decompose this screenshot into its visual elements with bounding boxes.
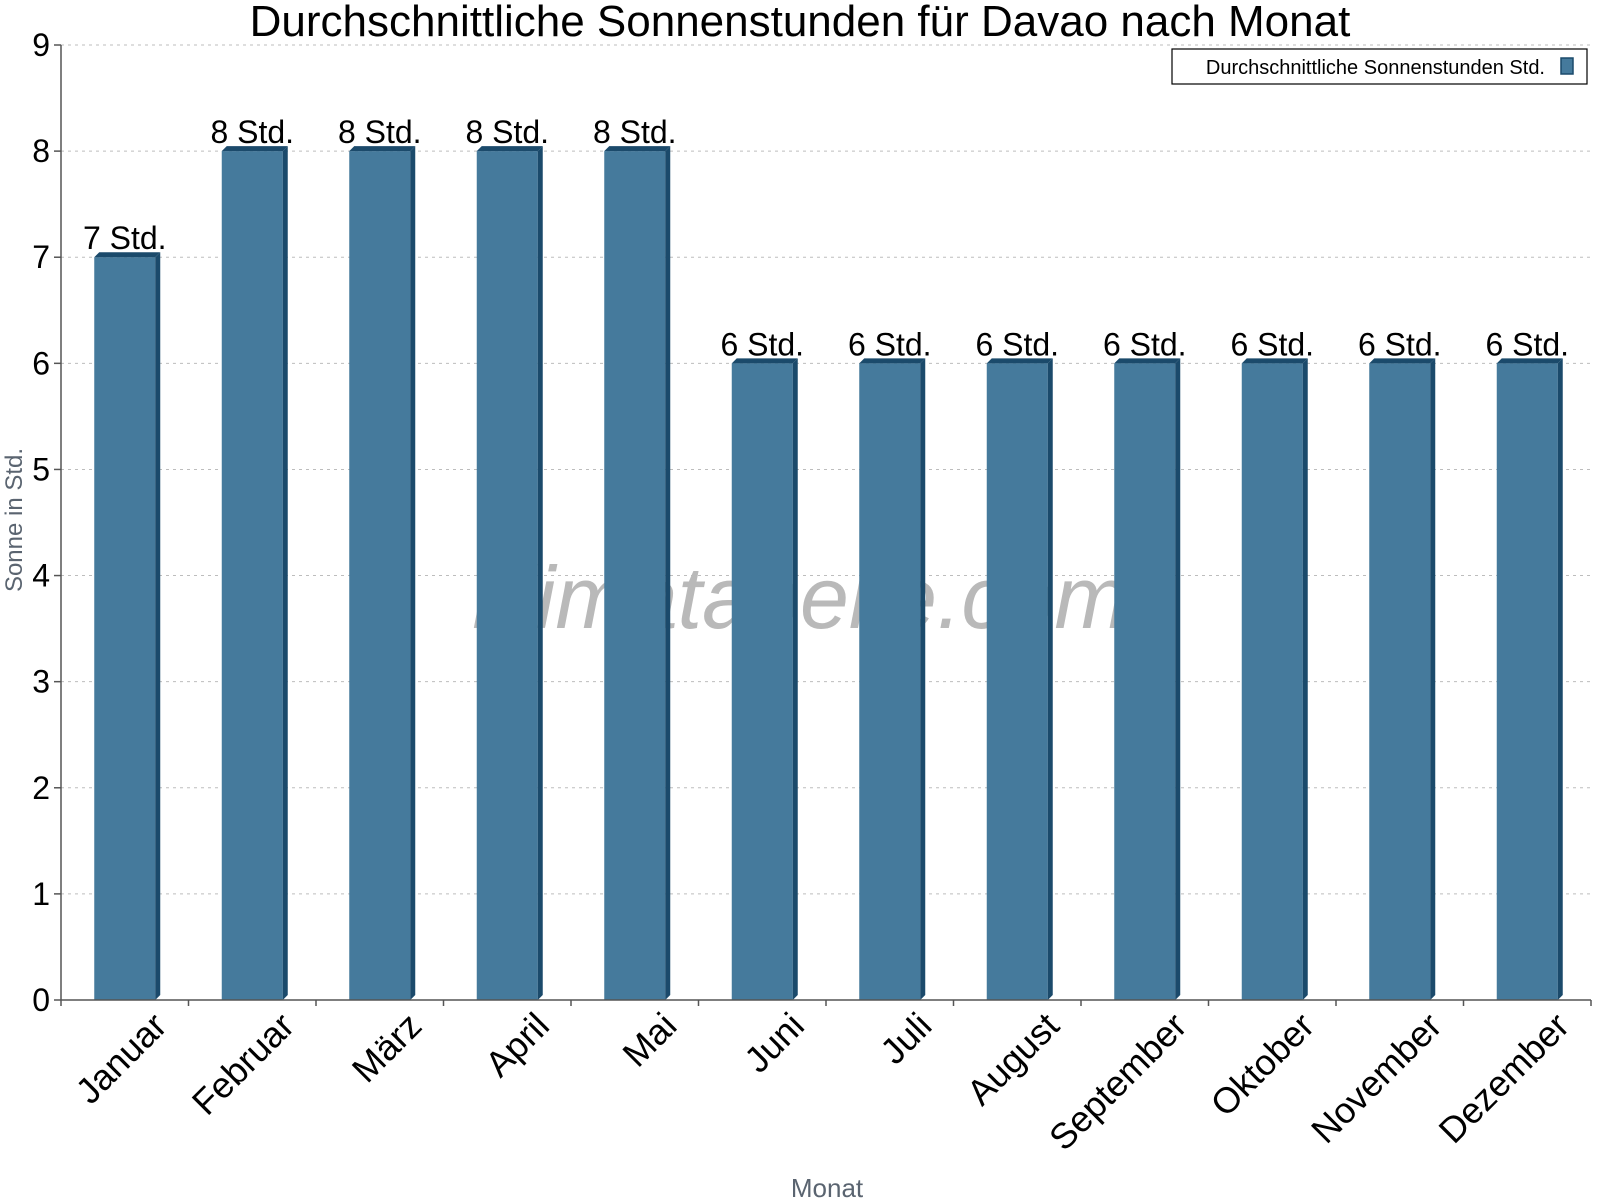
x-tick-label-2: März [344,1005,430,1091]
y-tick-label-6: 6 [32,345,50,381]
y-tick-label-8: 8 [32,133,50,169]
y-tick-label-9: 9 [32,27,50,63]
y-tick-label-2: 2 [32,770,50,806]
x-tick-label-11: Dezember [1430,1005,1576,1151]
x-tick-label-5: Juni [736,1005,812,1081]
bar-top-9 [1241,358,1308,364]
y-tick-label-1: 1 [32,876,50,912]
bar-top-11 [1496,358,1563,364]
data-label-6: 6 Std. [848,326,932,362]
bar-7 [986,363,1048,1000]
grid-lines [61,44,1591,895]
x-tick-label-0: Januar [68,1005,175,1112]
bars: 7 Std. 8 Std. 8 Std. 8 Std. 8 Std. 6 Std. 6 St… [83,114,1569,1001]
x-tick-label-10: November [1303,1005,1449,1151]
bar-top-7 [986,358,1053,364]
y-tick-label-0: 0 [32,982,50,1018]
bar-side-3 [537,146,543,1001]
data-label-7: 6 Std. [975,326,1059,362]
bar-side-5 [792,358,798,1000]
bar-5 [731,363,793,1000]
data-label-2: 8 Std. [338,114,422,150]
bar-side-7 [1047,358,1053,1000]
data-label-11: 6 Std. [1485,326,1569,362]
bar-side-10 [1430,358,1436,1000]
bar-2 [349,151,411,1001]
bar-11 [1496,363,1558,1000]
bar-side-9 [1302,358,1308,1000]
bar-6 [859,363,921,1000]
x-tick-label-3: April [477,1005,557,1085]
legend-swatch [1560,57,1574,75]
bar-10 [1369,363,1431,1000]
legend-label: Durchschnittliche Sonnenstunden Std. [1206,57,1545,79]
data-label-10: 6 Std. [1358,326,1442,362]
y-tick-label-4: 4 [32,558,50,594]
data-label-8: 6 Std. [1103,326,1187,362]
y-tick-label-7: 7 [32,239,50,275]
legend: Durchschnittliche Sonnenstunden Std. [1171,48,1588,85]
x-tick-label-4: Mai [614,1005,684,1075]
bar-3 [476,151,538,1001]
bar-top-1 [221,146,288,152]
bar-side-2 [410,146,416,1001]
bar-0 [94,257,156,1000]
data-label-0: 7 Std. [83,220,167,256]
bar-top-4 [604,146,671,152]
x-tick-label-7: August [959,1005,1067,1113]
data-label-4: 8 Std. [593,114,677,150]
bar-top-6 [859,358,926,364]
bar-9 [1241,363,1303,1000]
y-tick-label-3: 3 [32,664,50,700]
y-tick-label-5: 5 [32,451,50,487]
chart-title: Durchschnittliche Sonnenstunden für Dava… [250,0,1351,46]
x-tick-label-8: September [1041,1005,1195,1159]
x-tick-label-1: Februar [184,1005,302,1123]
bar-top-5 [731,358,798,364]
bar-top-0 [94,252,161,258]
bar-side-4 [665,146,671,1001]
bar-8 [1114,363,1176,1000]
x-tick-label-9: Oktober [1202,1005,1322,1125]
bar-1 [221,151,283,1001]
bar-side-1 [282,146,288,1001]
data-label-1: 8 Std. [210,114,294,150]
legend-box [1171,48,1588,85]
bar-side-8 [1175,358,1181,1000]
bar-top-2 [349,146,416,152]
x-axis-label: Monat [791,1173,864,1200]
bar-side-11 [1557,358,1563,1000]
data-label-3: 8 Std. [465,114,549,150]
bar-4 [604,151,666,1001]
bar-top-8 [1114,358,1181,364]
y-axis-label: Sonne in Std. [1,448,28,592]
bar-side-0 [155,252,161,1000]
data-label-5: 6 Std. [720,326,804,362]
data-label-9: 6 Std. [1230,326,1314,362]
bar-top-3 [476,146,543,152]
bar-top-10 [1369,358,1436,364]
bar-side-6 [920,358,926,1000]
x-tick-label-6: Juli [872,1005,939,1072]
